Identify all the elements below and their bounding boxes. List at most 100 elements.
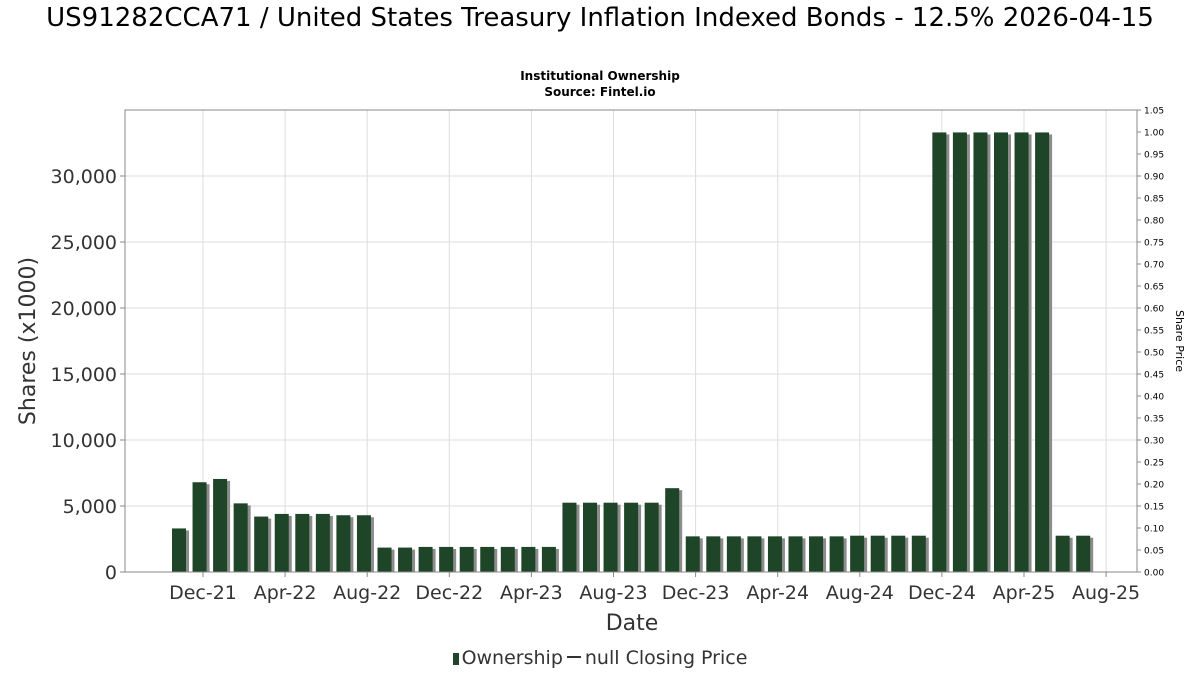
- y2-tick-label: 0.25: [1144, 459, 1164, 469]
- x-tick-label: Dec-22: [415, 582, 483, 604]
- ownership-bar: [336, 515, 351, 572]
- ownership-bar: [829, 536, 844, 572]
- legend-price-line-swatch: [566, 656, 581, 658]
- y-tick-label: 5,000: [63, 496, 117, 518]
- y-tick-label: 20,000: [51, 298, 117, 320]
- x-tick-label: Dec-23: [662, 582, 730, 604]
- y2-tick-label: 0.85: [1144, 195, 1164, 205]
- x-tick-label: Aug-23: [579, 582, 647, 604]
- ownership-bar: [973, 132, 988, 572]
- ownership-bar: [480, 546, 495, 572]
- plot-frame: [124, 109, 1138, 573]
- y2-tick-label: 0.30: [1144, 437, 1164, 447]
- ownership-bar: [747, 536, 762, 572]
- y2-tick-label: 0.90: [1144, 173, 1164, 183]
- ownership-bar: [994, 132, 1008, 572]
- ownership-bar: [418, 546, 433, 572]
- ownership-bar: [254, 516, 269, 572]
- y-tick-label: 25,000: [51, 232, 117, 254]
- y2-tick-label: 0.75: [1144, 239, 1164, 249]
- y2-tick-label: 0.95: [1144, 151, 1164, 161]
- ownership-bar: [891, 535, 906, 572]
- ownership-bar: [315, 513, 330, 572]
- ownership-bar: [459, 546, 474, 572]
- y-axis-label: Shares (x1000): [16, 257, 41, 425]
- ownership-bar: [624, 502, 639, 572]
- y2-tick-label: 1.00: [1144, 129, 1164, 139]
- chart-legend: Ownership null Closing Price: [0, 647, 1200, 669]
- chart-subtitle: Institutional Ownership Source: Fintel.i…: [0, 68, 1200, 100]
- ownership-bar: [233, 503, 248, 572]
- ownership-bar: [706, 536, 721, 572]
- y2-tick-label: 0.40: [1144, 393, 1164, 403]
- ownership-bar: [809, 536, 824, 572]
- y2-tick-label: 0.35: [1144, 415, 1164, 425]
- x-tick-label: Aug-22: [333, 582, 401, 604]
- ownership-bar: [685, 536, 700, 572]
- y-tick-label: 15,000: [51, 364, 117, 386]
- y2-axis-label: Share Price: [1173, 310, 1186, 372]
- chart-title: US91282CCA71 / United States Treasury In…: [46, 3, 1154, 33]
- legend-price-label: null Closing Price: [584, 647, 748, 669]
- ownership-bar: [665, 488, 680, 572]
- y2-tick-label: 0.55: [1144, 327, 1164, 337]
- y-axis-ticks: 0 5,000 10,000 15,000 20,000 25,000 30,000: [51, 166, 125, 584]
- y-tick-label: 0: [105, 562, 117, 584]
- ownership-bar: [1076, 535, 1091, 572]
- ownership-bar: [644, 502, 659, 572]
- x-axis-label: Date: [606, 611, 659, 636]
- ownership-bar: [541, 546, 556, 572]
- y2-tick-label: 0.80: [1144, 217, 1164, 227]
- y2-tick-label: 0.00: [1144, 569, 1164, 579]
- ownership-bar: [1055, 535, 1070, 572]
- legend-ownership-swatch: [452, 653, 459, 665]
- x-tick-label: Aug-24: [826, 582, 894, 604]
- ownership-bar: [726, 536, 741, 572]
- ownership-bar: [767, 536, 782, 572]
- ownership-bar: [603, 502, 618, 572]
- ownership-bar: [213, 478, 228, 572]
- x-tick-label: Dec-21: [169, 582, 237, 604]
- x-tick-label: Apr-25: [993, 582, 1056, 604]
- y2-tick-label: 0.50: [1144, 349, 1164, 359]
- ownership-bar: [356, 515, 371, 572]
- x-tick-label: Apr-22: [254, 582, 317, 604]
- y2-tick-label: 0.70: [1144, 261, 1164, 271]
- ownership-bar: [562, 502, 577, 572]
- subtitle-line-ownership: Institutional Ownership: [520, 69, 680, 83]
- y2-tick-label: 0.15: [1144, 503, 1164, 513]
- subtitle-line-source: Source: Fintel.io: [544, 85, 656, 99]
- ownership-bar: [521, 546, 536, 572]
- ownership-bar: [870, 535, 885, 572]
- ownership-bar: [1014, 132, 1029, 572]
- ownership-bar: [398, 547, 413, 572]
- ownership-bar: [172, 528, 186, 572]
- y2-tick-label: 0.60: [1144, 305, 1164, 315]
- x-tick-label: Apr-23: [500, 582, 563, 604]
- x-tick-label: Apr-24: [746, 582, 809, 604]
- y2-tick-label: 0.10: [1144, 525, 1164, 535]
- y2-tick-label: 0.65: [1144, 283, 1164, 293]
- x-axis-ticks: Dec-21 Apr-22 Aug-22 Dec-22 Apr-23 Aug-23 Dec-…: [169, 572, 1140, 604]
- ownership-bar: [932, 132, 947, 572]
- ownership-bar: [583, 502, 597, 572]
- x-tick-label: Aug-25: [1072, 582, 1140, 604]
- y2-tick-label: 0.20: [1144, 481, 1164, 491]
- ownership-bar: [295, 513, 310, 572]
- ownership-bar: [439, 546, 454, 572]
- y2-tick-label: 0.45: [1144, 371, 1164, 381]
- y2-tick-label: 1.05: [1144, 107, 1164, 117]
- ownership-bar: [788, 536, 803, 572]
- y-tick-label: 10,000: [51, 430, 117, 452]
- ownership-bar: [274, 513, 289, 572]
- ownership-bar: [911, 535, 926, 572]
- ownership-bar: [850, 535, 865, 572]
- chart-bars: [172, 132, 1094, 572]
- x-tick-label: Dec-24: [908, 582, 976, 604]
- ownership-bar: [192, 482, 207, 572]
- y2-axis-ticks: 0.00 0.05 0.10 0.15 0.20 0.25 0.30 0.35 0.40 0.45…: [1137, 107, 1164, 579]
- y2-tick-label: 0.05: [1144, 547, 1164, 557]
- ownership-bar: [952, 132, 967, 572]
- ownership-bar: [500, 546, 515, 572]
